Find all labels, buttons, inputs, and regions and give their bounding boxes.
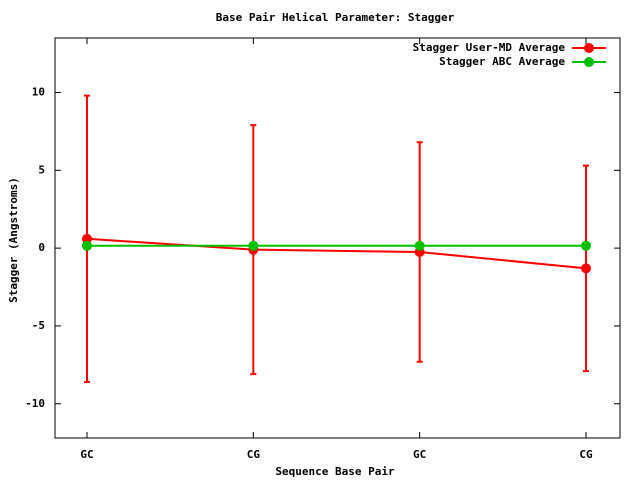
legend-label: Stagger ABC Average <box>439 55 565 68</box>
y-axis-label: Stagger (Angstroms) <box>7 177 20 303</box>
legend-marker <box>584 57 594 67</box>
x-axis-label: Sequence Base Pair <box>275 465 395 478</box>
y-tick-label: -5 <box>32 319 45 332</box>
series-line <box>86 237 587 270</box>
chart-title: Base Pair Helical Parameter: Stagger <box>216 11 455 24</box>
point <box>82 233 92 244</box>
point <box>414 240 425 251</box>
point <box>581 240 591 251</box>
y-tick-label: -10 <box>25 397 45 410</box>
legend-marker <box>584 43 594 53</box>
y-tick-label: 5 <box>38 163 45 176</box>
legend-label: Stagger User-MD Average <box>413 41 566 54</box>
x-tick-label: GC <box>80 448 93 461</box>
plot-frame <box>54 37 621 439</box>
x-tick-label: CG <box>247 448 261 461</box>
point <box>82 240 92 251</box>
point <box>248 240 259 251</box>
x-tick-label: CG <box>579 448 593 461</box>
y-tick-label: 10 <box>32 85 45 98</box>
point <box>581 263 591 274</box>
x-tick-label: GC <box>413 448 426 461</box>
y-tick-label: 0 <box>38 241 45 254</box>
